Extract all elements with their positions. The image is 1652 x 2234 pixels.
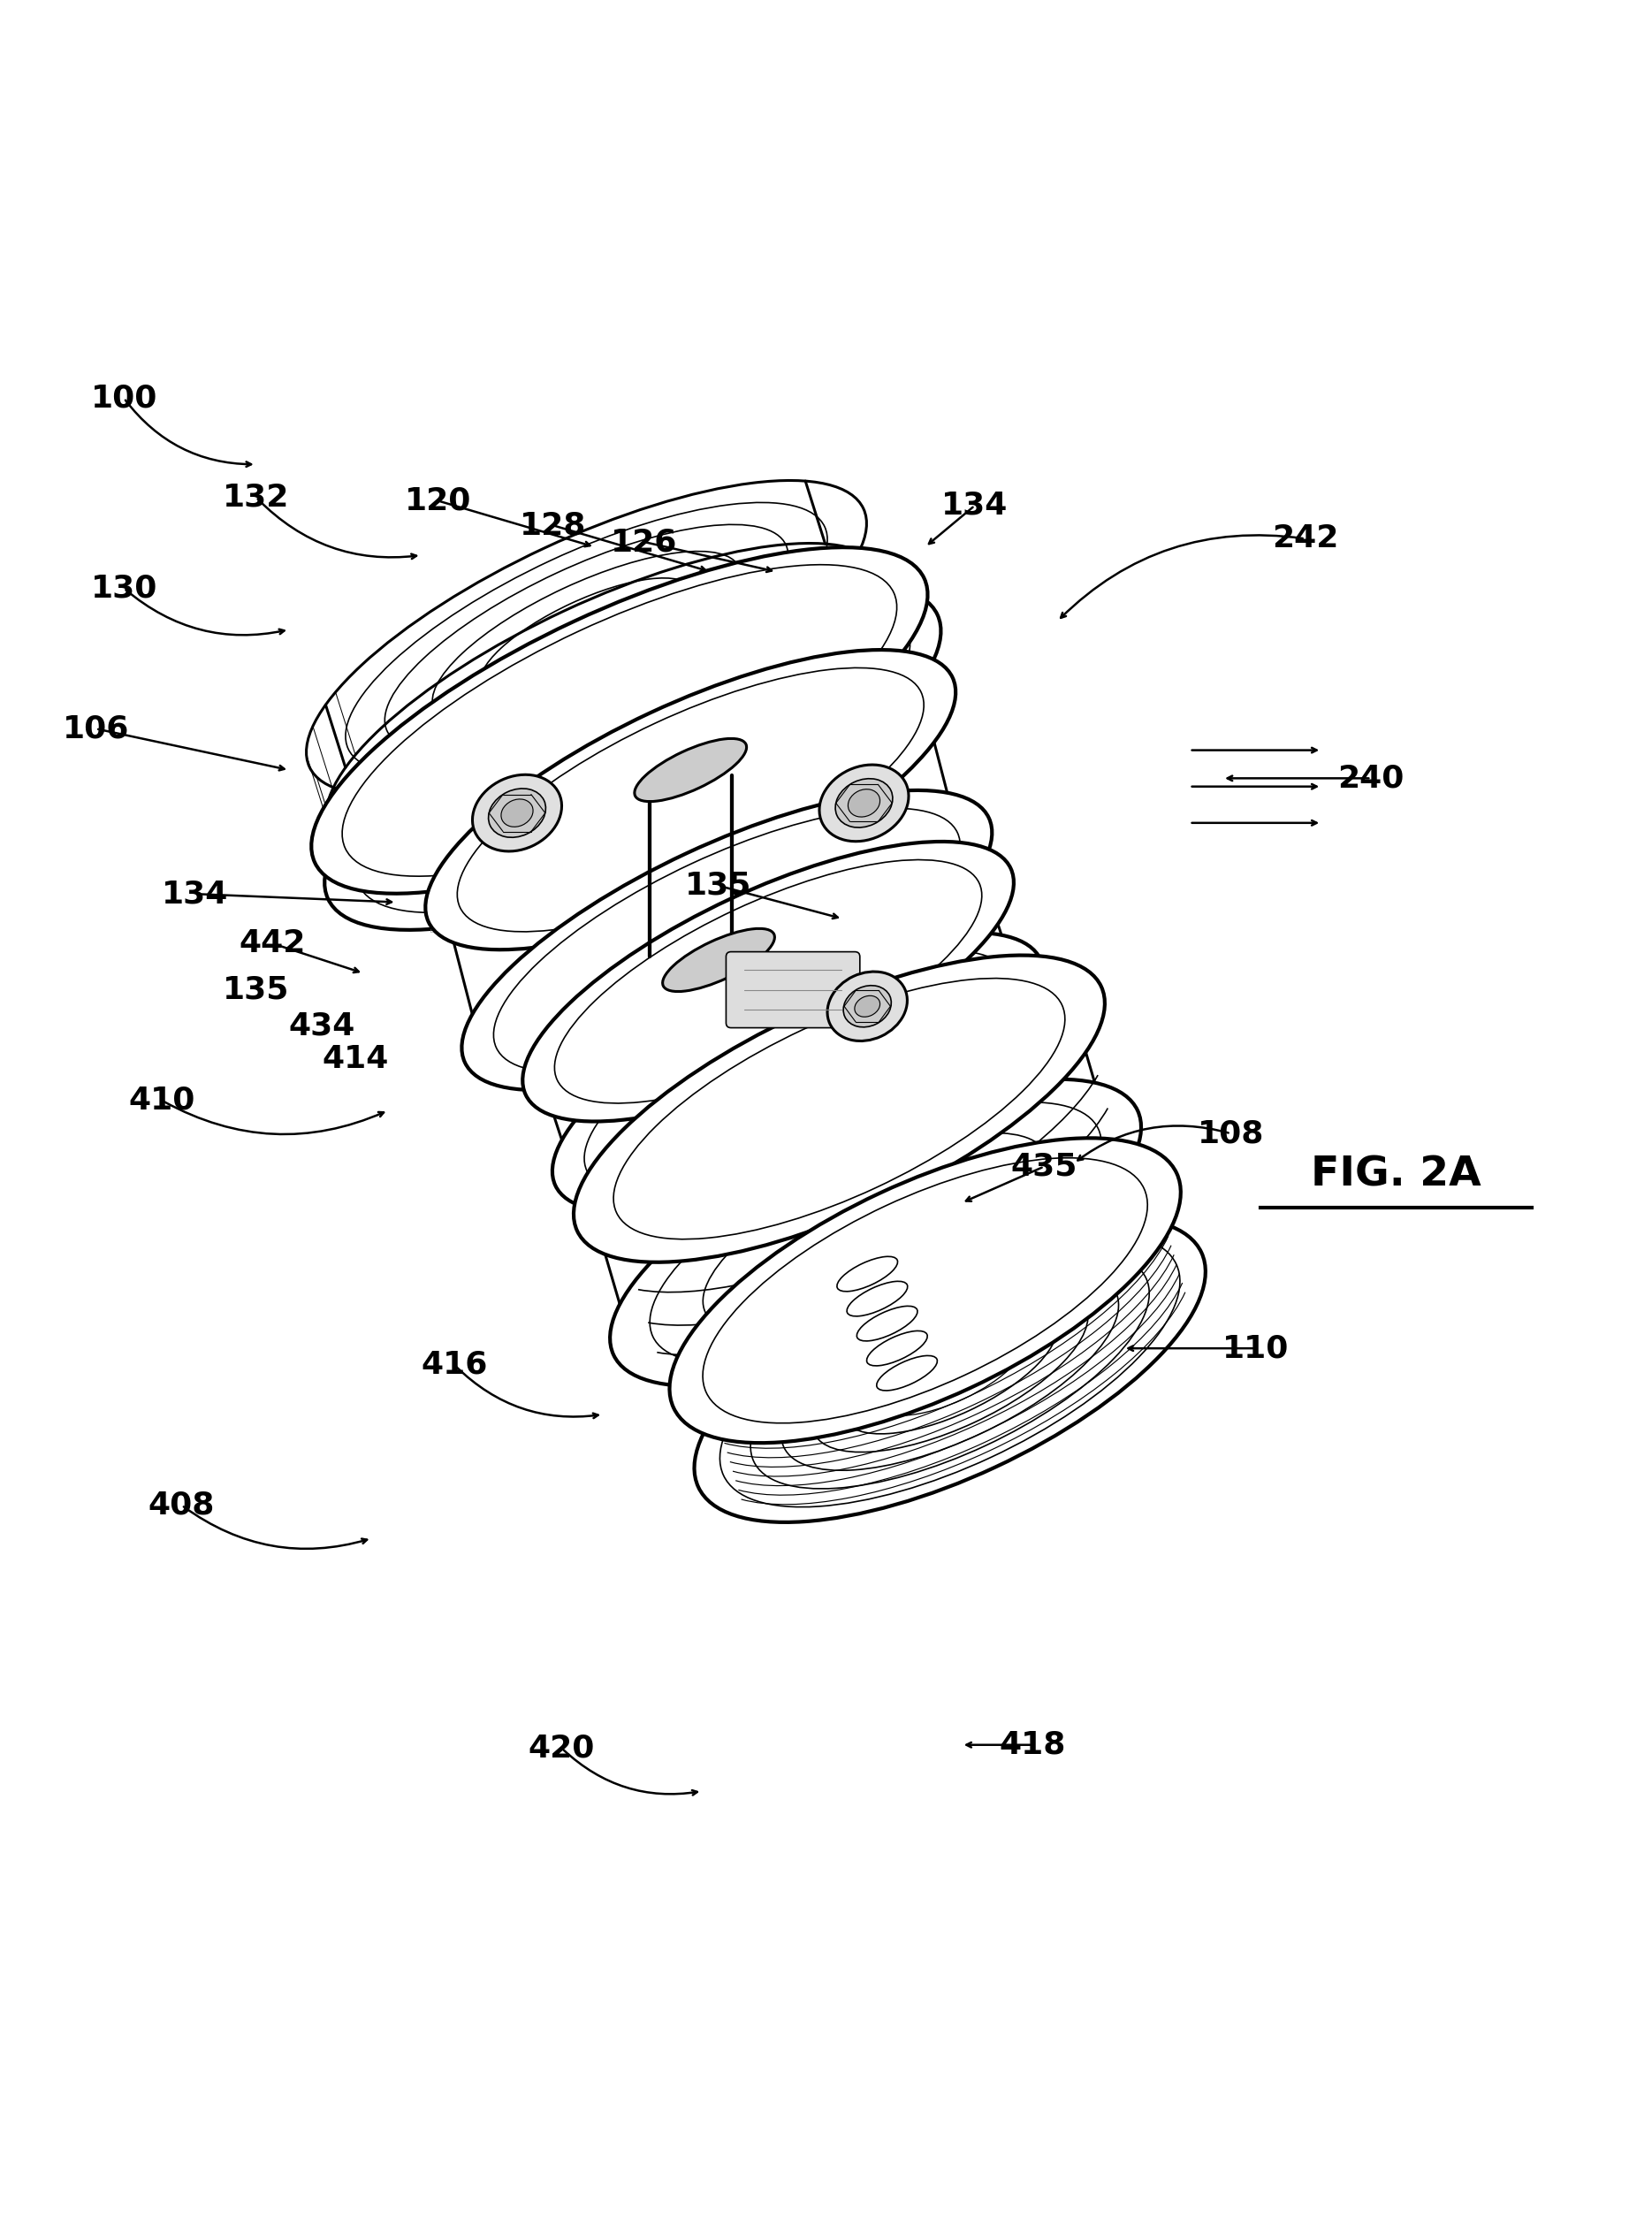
Ellipse shape xyxy=(489,789,545,838)
FancyBboxPatch shape xyxy=(727,952,861,1028)
Text: 414: 414 xyxy=(322,1043,388,1075)
Text: 100: 100 xyxy=(91,384,157,413)
Text: 242: 242 xyxy=(1272,523,1338,554)
Text: 126: 126 xyxy=(611,527,677,556)
Text: 134: 134 xyxy=(942,491,1008,521)
Ellipse shape xyxy=(324,583,942,929)
Text: 130: 130 xyxy=(91,574,157,603)
Ellipse shape xyxy=(843,985,892,1028)
Ellipse shape xyxy=(828,972,907,1041)
Ellipse shape xyxy=(836,780,892,827)
Ellipse shape xyxy=(854,996,881,1016)
Text: 132: 132 xyxy=(223,483,289,512)
Ellipse shape xyxy=(463,791,991,1090)
Text: 128: 128 xyxy=(520,509,586,541)
Ellipse shape xyxy=(552,932,1044,1213)
Ellipse shape xyxy=(847,789,881,818)
Text: 434: 434 xyxy=(289,1012,355,1041)
Text: 120: 120 xyxy=(405,485,471,516)
Ellipse shape xyxy=(634,739,747,802)
Text: 410: 410 xyxy=(129,1086,195,1115)
Ellipse shape xyxy=(501,800,534,827)
Text: 240: 240 xyxy=(1338,764,1404,793)
Ellipse shape xyxy=(662,929,775,992)
Text: 418: 418 xyxy=(999,1729,1066,1760)
Text: 108: 108 xyxy=(1198,1119,1264,1148)
Text: 106: 106 xyxy=(63,713,129,744)
Ellipse shape xyxy=(610,1079,1142,1385)
Text: 134: 134 xyxy=(162,878,228,909)
Text: 135: 135 xyxy=(686,871,752,900)
Text: 408: 408 xyxy=(149,1490,215,1521)
Text: 435: 435 xyxy=(1011,1151,1077,1182)
Text: 442: 442 xyxy=(240,929,306,958)
Ellipse shape xyxy=(669,1137,1181,1443)
Ellipse shape xyxy=(325,543,887,858)
Ellipse shape xyxy=(472,775,562,851)
Text: 420: 420 xyxy=(529,1734,595,1763)
Ellipse shape xyxy=(694,1218,1206,1521)
Ellipse shape xyxy=(573,956,1105,1262)
Ellipse shape xyxy=(311,547,928,894)
Text: 135: 135 xyxy=(223,974,289,1005)
Text: 416: 416 xyxy=(421,1349,487,1381)
Ellipse shape xyxy=(522,842,1014,1121)
Ellipse shape xyxy=(299,476,874,800)
Text: 110: 110 xyxy=(1222,1334,1289,1363)
Ellipse shape xyxy=(426,650,955,949)
Text: FIG. 2A: FIG. 2A xyxy=(1310,1155,1482,1195)
Ellipse shape xyxy=(819,764,909,842)
